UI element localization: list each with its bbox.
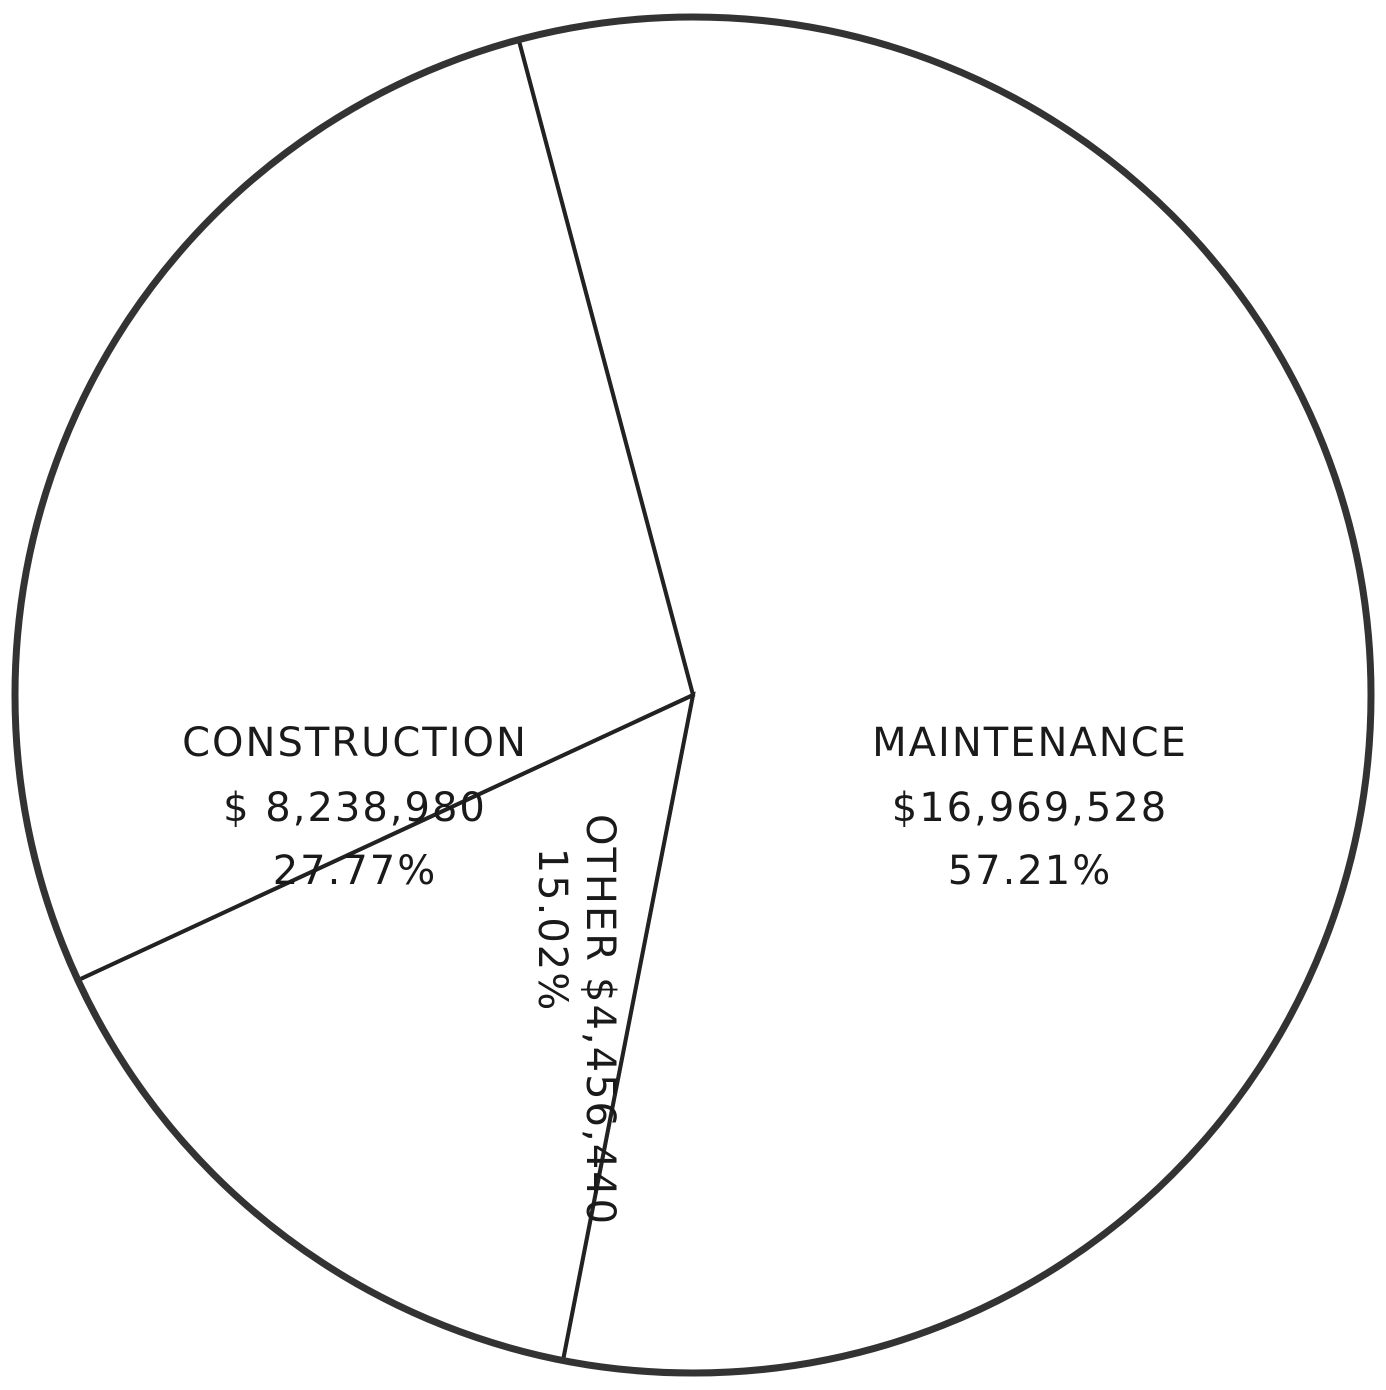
value-label: 15.02% xyxy=(529,848,575,1013)
amount-label: $16,969,528 xyxy=(892,785,1168,831)
category-label: MAINTENANCE xyxy=(872,720,1188,766)
value-label: 27.77% xyxy=(273,848,438,894)
slice-label: MAINTENANCE $16,969,528 57.21% xyxy=(872,720,1188,894)
slice-label: CONSTRUCTION $ 8,238,980 27.77% xyxy=(182,720,528,894)
value-label: 57.21% xyxy=(948,848,1113,894)
category-label: CONSTRUCTION xyxy=(182,720,528,766)
category-label: OTHER $4,456,440 xyxy=(577,814,623,1226)
amount-label: $4,456,440 xyxy=(577,977,623,1226)
pie-outline xyxy=(11,13,1375,1377)
amount-label: $ 8,238,980 xyxy=(223,785,487,831)
category-name: OTHER xyxy=(577,814,623,963)
